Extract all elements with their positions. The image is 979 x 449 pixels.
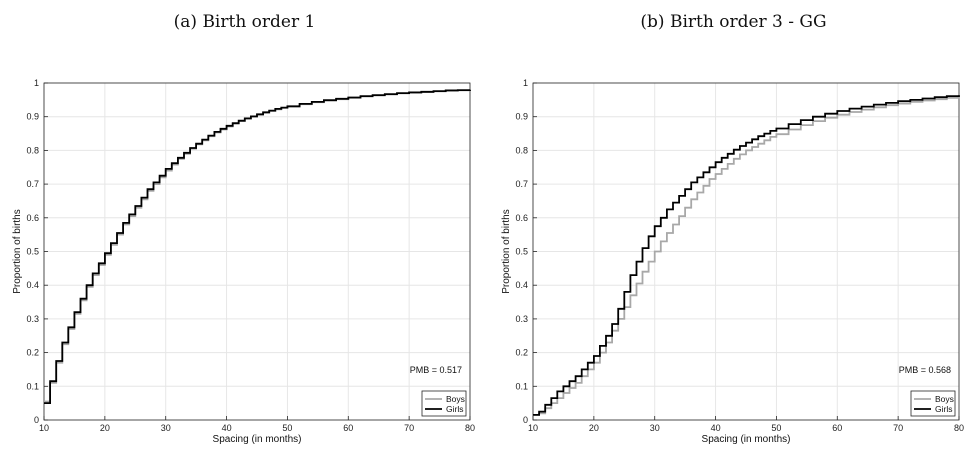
y-tick-label: 0.7: [515, 179, 528, 189]
y-tick-label: 0.3: [515, 314, 528, 324]
y-tick-label: 0.2: [515, 348, 528, 358]
panel-a: (a) Birth order 1 10 20 30 40 50 60 70 80 0 0.1 0.…: [0, 0, 489, 449]
chart-a: 10 20 30 40 50 60 70 80 0 0.1 0.2 0.3 0.4 0.5 0.6 0.7 0.…: [12, 78, 475, 445]
x-axis-label: Spacing (in months): [213, 434, 302, 445]
y-tick-label: 0.6: [515, 213, 528, 223]
y-tick-label: 0.2: [26, 348, 39, 358]
series-line-boys: [533, 96, 960, 416]
legend-box: [421, 390, 467, 417]
x-tick-label: 20: [589, 423, 599, 433]
series-line-girls: [44, 89, 471, 404]
y-tick-label: 0.5: [26, 247, 39, 257]
x-tick-label: 60: [343, 423, 353, 433]
x-tick-label: 70: [893, 423, 903, 433]
y-tick-label: 0.8: [515, 145, 528, 155]
legend-label-girls: Girls: [446, 404, 463, 414]
legend-label-boys: Boys: [446, 394, 465, 404]
y-tick-label: 0.1: [515, 381, 528, 391]
chart-b: 10 20 30 40 50 60 70 80 0 0.1 0.2 0.3 0.4 0.5 0.6 0.7 0.…: [501, 78, 964, 445]
x-tick-label: 30: [161, 423, 171, 433]
x-tick-label: 20: [100, 423, 110, 433]
y-tick-label: 0.3: [26, 314, 39, 324]
y-tick-label: 0.1: [26, 381, 39, 391]
y-axis-label: Proportion of births: [12, 209, 23, 294]
y-tick-label: 0.9: [515, 112, 528, 122]
chart-title-a: (a) Birth order 1: [173, 12, 316, 32]
x-tick-label: 50: [282, 423, 292, 433]
x-tick-label: 60: [832, 423, 842, 433]
x-axis-label: Spacing (in months): [702, 434, 791, 445]
x-tick-label: 40: [222, 423, 232, 433]
panel-b: (b) Birth order 3 - GG 10 20 30 40 50 60 70 80 0…: [489, 0, 978, 449]
x-tick-label: 30: [650, 423, 660, 433]
x-tick-label: 10: [528, 423, 538, 433]
y-tick-label: 0.9: [26, 112, 39, 122]
y-tick-label: 0.7: [26, 179, 39, 189]
x-tick-label: 10: [39, 423, 49, 433]
legend-label-boys: Boys: [935, 394, 954, 404]
chart-title-b: (b) Birth order 3 - GG: [640, 12, 827, 32]
y-tick-label: 0: [523, 415, 528, 425]
y-tick-label: 0.6: [26, 213, 39, 223]
y-tick-label: 0.5: [515, 247, 528, 257]
x-tick-label: 80: [465, 423, 475, 433]
y-axis-label: Proportion of births: [501, 209, 512, 294]
y-tick-label: 0.8: [26, 145, 39, 155]
y-tick-label: 0: [34, 415, 39, 425]
y-tick-label: 1: [523, 78, 528, 88]
y-tick-label: 1: [34, 78, 39, 88]
x-tick-label: 80: [954, 423, 964, 433]
legend-label-girls: Girls: [935, 404, 952, 414]
x-tick-label: 70: [404, 423, 414, 433]
series-line-girls: [533, 95, 960, 416]
y-tick-label: 0.4: [26, 280, 39, 290]
y-tick-label: 0.4: [515, 280, 528, 290]
pmb-annotation: PMB = 0.517: [410, 365, 462, 375]
pmb-annotation: PMB = 0.568: [899, 365, 951, 375]
x-tick-label: 50: [771, 423, 781, 433]
x-tick-label: 40: [711, 423, 721, 433]
legend-box: [910, 390, 956, 417]
